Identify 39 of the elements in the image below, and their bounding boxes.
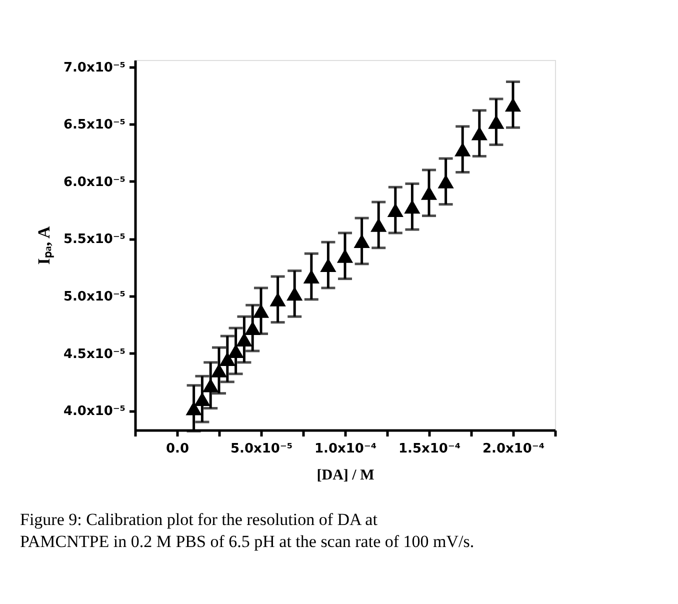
point — [219, 352, 236, 366]
point — [252, 304, 270, 318]
point — [454, 142, 471, 156]
y-tick-label: 4.0x10⁻⁵ — [63, 404, 126, 420]
point — [336, 248, 354, 263]
point — [488, 114, 504, 129]
point — [194, 392, 210, 406]
x-tick-label: 5.0x10⁻⁵ — [230, 442, 293, 456]
point — [270, 292, 286, 306]
point — [320, 258, 336, 272]
point — [354, 234, 370, 248]
y-tick-label: 6.0x10⁻⁵ — [63, 174, 126, 190]
point — [504, 98, 522, 112]
point — [244, 321, 261, 336]
point — [438, 174, 454, 188]
x-tick-label: 1.5x10⁻⁴ — [398, 442, 461, 456]
y-tick-label: 7.0x10⁻⁵ — [63, 60, 126, 76]
y-tick-label: 5.0x10⁻⁵ — [63, 289, 126, 304]
point — [236, 332, 252, 346]
y-tick-label: 5.5x10⁻⁵ — [63, 232, 126, 248]
point — [404, 200, 420, 214]
point — [228, 344, 244, 358]
point — [387, 203, 404, 218]
x-tick-label: 2.0x10⁻⁴ — [482, 442, 545, 456]
point — [210, 363, 228, 378]
y-axis-title: Iₚₐ, A — [34, 226, 54, 265]
point — [186, 401, 202, 416]
y-tick-label: 4.5x10⁻⁵ — [63, 346, 126, 362]
point — [471, 126, 488, 140]
point — [202, 378, 219, 392]
point — [286, 286, 303, 301]
x-tick-label: 1.0x10⁻⁴ — [314, 442, 377, 456]
x-axis-title: [DA] / M — [316, 468, 374, 484]
point — [370, 218, 387, 232]
point — [303, 270, 320, 284]
caption: Figure 9: Calibration plot for the resolution of DA at PAMCNTPE in 0.2 M PBS of 6.5 pH at the scan rate of 100 mV/s. — [20, 510, 474, 551]
y-tick-label: 6.5x10⁻⁵ — [63, 118, 126, 133]
x-tick-label: 0.0 — [166, 442, 190, 456]
point — [420, 186, 438, 200]
